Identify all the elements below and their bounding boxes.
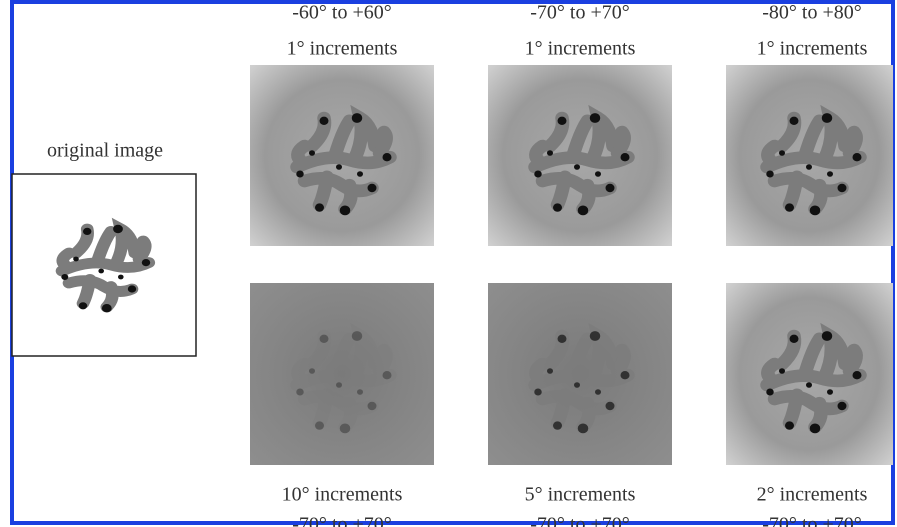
range-label: -70° to +70° xyxy=(292,514,392,527)
increment-label: 10° increments xyxy=(282,484,403,506)
range-label: -70° to +70° xyxy=(762,514,862,527)
range-label: -70° to +70° xyxy=(530,2,630,24)
increment-label: 2° increments xyxy=(757,484,868,506)
increment-label: 1° increments xyxy=(757,38,868,60)
range-label: -80° to +80° xyxy=(762,2,862,24)
increment-label: 1° increments xyxy=(287,38,398,60)
page: original image -60° to +60° 1° increment… xyxy=(0,0,897,527)
increment-label: 5° increments xyxy=(525,484,636,506)
increment-label: 1° increments xyxy=(525,38,636,60)
figure: original image -60° to +60° 1° increment… xyxy=(0,0,897,527)
range-label: -60° to +60° xyxy=(292,2,392,24)
original-label: original image xyxy=(47,140,163,162)
range-label: -70° to +70° xyxy=(530,514,630,527)
